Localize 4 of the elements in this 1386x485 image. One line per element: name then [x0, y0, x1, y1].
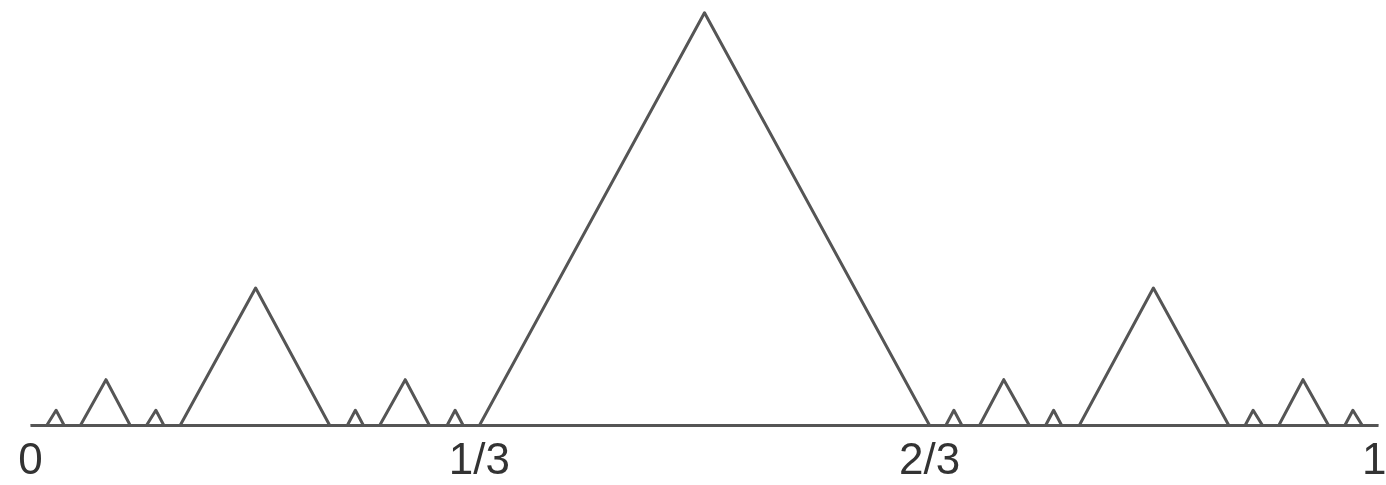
x-tick-label: 1	[1362, 433, 1386, 483]
x-tick-label: 2/3	[899, 433, 961, 483]
x-tick-label: 0	[18, 433, 43, 483]
x-tick-label: 1/3	[448, 433, 510, 483]
